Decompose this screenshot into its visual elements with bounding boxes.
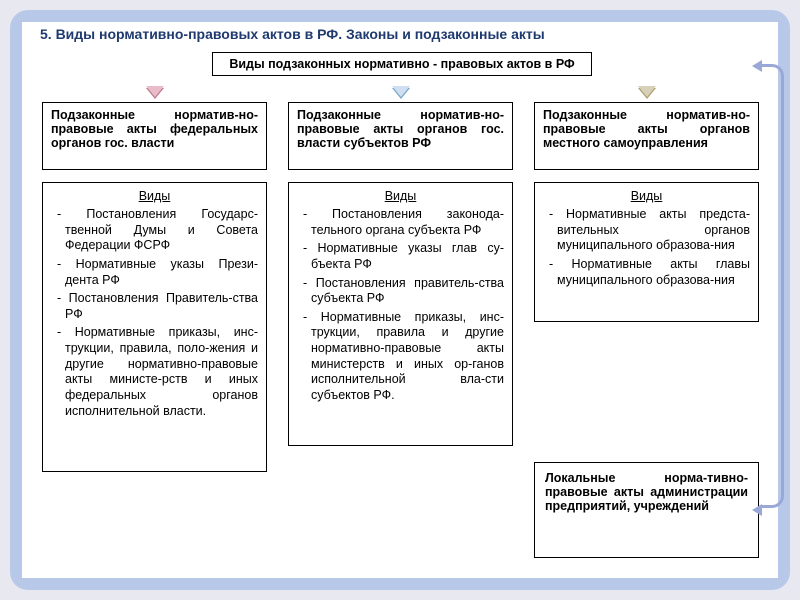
arrow-down-1 [146,88,164,99]
types-item: Нормативные приказы, инс-трукции, правил… [51,325,258,419]
types-item: Постановления правитель-ства субъекта РФ [297,276,504,307]
local-acts-text: Локальные норма-тивно-правовые акты адми… [545,471,748,513]
category-2-text: Подзаконные норматив-но-правовые акты ор… [297,108,504,150]
types-box-3: Виды Нормативные акты предста-вительных … [534,182,759,322]
types-title-1: Виды [51,189,258,203]
top-box: Виды подзаконных нормативно - правовых а… [212,52,592,76]
types-list-1: Постановления Государс-твенной Думы и Со… [51,207,258,419]
types-item: Нормативные указы Прези-дента РФ [51,257,258,288]
category-1-text: Подзаконные норматив-но-правовые акты фе… [51,108,258,150]
types-box-2: Виды Постановления законода-тельного орг… [288,182,513,446]
connector-arrow-bottom [752,504,762,516]
curved-connector [760,64,784,508]
types-title-3: Виды [543,189,750,203]
content-area: 5. Виды нормативно-правовых актов в РФ. … [22,22,778,578]
types-item: Нормативные указы глав су-бъекта РФ [297,241,504,272]
types-box-1: Виды Постановления Государс-твенной Думы… [42,182,267,472]
arrow-down-3 [638,88,656,99]
types-title-2: Виды [297,189,504,203]
category-3-text: Подзаконные норматив-но-правовые акты ор… [543,108,750,150]
types-item: Нормативные приказы, инс-трукции, правил… [297,310,504,404]
slide-title: 5. Виды нормативно-правовых актов в РФ. … [40,26,545,42]
types-item: Постановления законода-тельного органа с… [297,207,504,238]
types-list-2: Постановления законода-тельного органа с… [297,207,504,404]
connector-arrow-top [752,60,762,72]
category-box-2: Подзаконные норматив-но-правовые акты ор… [288,102,513,170]
types-item: Постановления Государс-твенной Думы и Со… [51,207,258,254]
types-list-3: Нормативные акты предста-вительных орган… [543,207,750,288]
types-item: Нормативные акты главы муниципального об… [543,257,750,288]
top-box-text: Виды подзаконных нормативно - правовых а… [229,57,574,71]
local-acts-box: Локальные норма-тивно-правовые акты адми… [534,462,759,558]
types-item: Постановления Правитель-ства РФ [51,291,258,322]
types-item: Нормативные акты предста-вительных орган… [543,207,750,254]
category-box-1: Подзаконные норматив-но-правовые акты фе… [42,102,267,170]
arrow-down-2 [392,88,410,99]
category-box-3: Подзаконные норматив-но-правовые акты ор… [534,102,759,170]
